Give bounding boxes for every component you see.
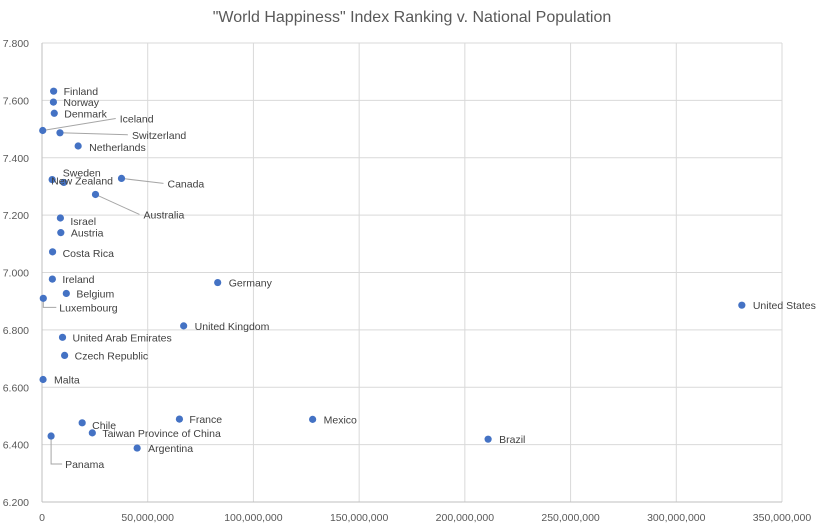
point-label: Netherlands: [89, 142, 146, 154]
x-tick-label: 150,000,000: [330, 512, 389, 524]
data-point: [50, 109, 58, 117]
axes: 6.200 6.400 6.600 6.800 7.000 7.200 7.400 7.600…: [3, 38, 812, 524]
point-label: France: [189, 414, 222, 426]
leader-line: [59, 132, 128, 136]
data-point: [484, 435, 492, 443]
x-tick-label: 300,000,000: [647, 512, 706, 524]
data-point: [309, 415, 317, 423]
data-point: [74, 142, 82, 150]
data-point: [738, 301, 746, 309]
y-tick-label: 6.200: [3, 497, 29, 509]
point-label: Argentina: [148, 443, 193, 455]
data-point: [175, 415, 184, 423]
point-label: United Kingdom: [195, 321, 270, 333]
point-label: Canada: [167, 178, 204, 190]
y-tick-label: 6.800: [3, 325, 29, 337]
x-tick-label: 250,000,000: [541, 512, 600, 524]
x-tick-label: 100,000,000: [224, 512, 283, 524]
point-label: Panama: [65, 459, 104, 471]
data-point: [48, 248, 57, 256]
data-point: [50, 87, 58, 95]
y-tick-label: 7.600: [3, 95, 29, 107]
data-point: [88, 429, 96, 437]
leader-line: [121, 177, 164, 184]
y-tick-label: 7.400: [3, 153, 29, 165]
point-label: Czech Republic: [75, 350, 149, 362]
data-point: [180, 322, 188, 330]
data-point: [62, 289, 70, 298]
y-tick-label: 7.200: [3, 210, 29, 222]
leader-line: [42, 118, 116, 131]
point-label: Luxembourg: [59, 302, 118, 314]
point-label: Ireland: [62, 274, 94, 286]
data-point: [58, 333, 67, 341]
point-label: Finland: [64, 86, 99, 98]
point-label: Mexico: [324, 414, 357, 426]
point-label: Chile: [92, 420, 116, 432]
point-label: Costa Rica: [63, 248, 115, 260]
gridlines: [42, 42, 783, 502]
point-label: Belgium: [76, 288, 114, 300]
data-point: [39, 294, 47, 302]
point-label: United Arab Emirates: [73, 332, 172, 344]
chart-title: "World Happiness" Index Ranking v. Natio…: [213, 9, 612, 26]
point-label: Denmark: [64, 108, 107, 120]
data-points: [39, 87, 746, 452]
x-tick-label: 350,000,000: [753, 512, 812, 524]
leader-line: [50, 436, 63, 465]
point-label: New Zealand: [51, 176, 113, 188]
data-point: [214, 278, 222, 287]
data-point: [60, 178, 68, 187]
point-label: Australia: [143, 209, 184, 221]
y-tick-label: 7.800: [3, 38, 29, 50]
point-label: Brazil: [499, 434, 525, 446]
x-tick-label: 50,000,000: [121, 512, 174, 524]
data-point: [91, 190, 100, 199]
point-label: Switzerland: [132, 130, 186, 142]
point-label: Sweden: [63, 167, 101, 179]
point-label: Germany: [229, 278, 273, 290]
point-label: Taiwan Province of China: [102, 428, 221, 440]
data-point: [56, 214, 64, 222]
data-point: [117, 174, 126, 183]
x-tick-label: 0: [39, 512, 45, 524]
leader-lines: [42, 118, 164, 465]
data-point: [47, 432, 55, 440]
point-label: Israel: [70, 216, 96, 228]
point-label: Norway: [63, 97, 99, 109]
data-point: [78, 419, 86, 427]
y-tick-label: 6.400: [3, 440, 29, 452]
data-point: [48, 175, 56, 184]
data-point: [49, 98, 58, 106]
y-tick-label: 7.000: [3, 268, 29, 280]
data-point: [133, 444, 141, 452]
data-point: [56, 129, 64, 137]
point-label: United States: [753, 300, 816, 312]
data-point: [48, 275, 56, 283]
y-tick-label: 6.600: [3, 382, 29, 394]
data-point: [39, 375, 47, 384]
data-point: [57, 229, 65, 237]
point-label: Malta: [54, 375, 80, 387]
data-point: [61, 351, 69, 360]
x-tick-label: 200,000,000: [436, 512, 495, 524]
point-label: Austria: [71, 228, 104, 240]
data-point: [39, 126, 47, 135]
point-label: Iceland: [120, 113, 154, 125]
leader-line: [95, 194, 140, 215]
